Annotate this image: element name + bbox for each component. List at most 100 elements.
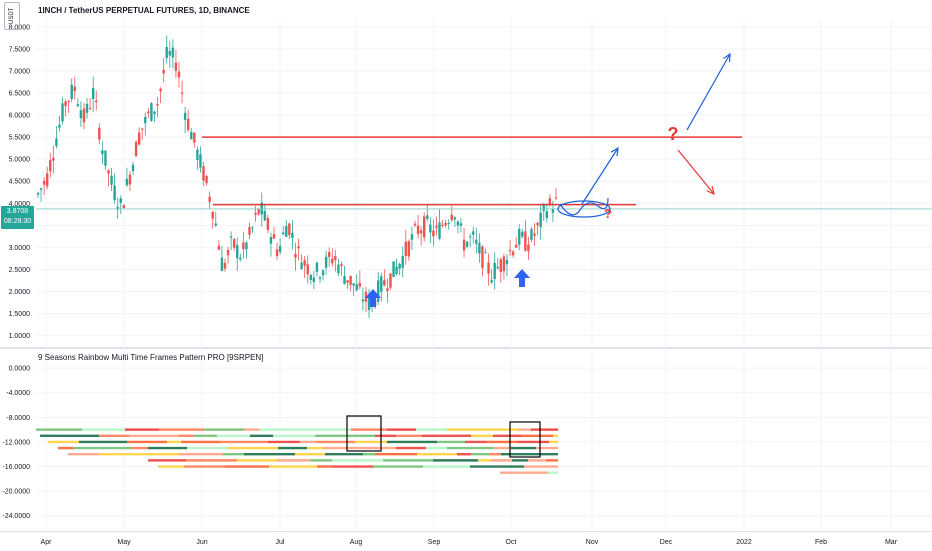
candle-body bbox=[309, 274, 312, 281]
candle-body bbox=[438, 222, 441, 239]
candle-body bbox=[297, 246, 300, 249]
indicator-title: 9 Seasons Rainbow Multi Time Frames Patt… bbox=[38, 353, 264, 362]
candle-body bbox=[484, 252, 487, 254]
candle-body bbox=[300, 262, 303, 269]
candle-body bbox=[239, 257, 242, 260]
candle-body bbox=[416, 225, 420, 234]
blue-up-arrow-icon bbox=[365, 289, 381, 307]
candle-body bbox=[165, 47, 168, 59]
candle-body bbox=[70, 84, 73, 100]
candle-body bbox=[478, 242, 481, 254]
candle-body bbox=[278, 245, 282, 252]
candle-body bbox=[496, 266, 499, 269]
last-price-label: 3.8708 08:28:30 bbox=[1, 206, 34, 229]
candle-body bbox=[426, 215, 429, 219]
candle-body bbox=[331, 258, 334, 264]
candle-body bbox=[337, 264, 340, 274]
candle-body bbox=[398, 263, 401, 269]
candle-body bbox=[530, 229, 533, 240]
candle-body bbox=[36, 193, 40, 195]
candle-body bbox=[527, 244, 530, 252]
chart-title: 1INCH / TetherUS PERPETUAL FUTURES, 1D, … bbox=[38, 6, 250, 15]
candle-body bbox=[487, 262, 490, 274]
candle-body bbox=[468, 236, 472, 238]
candle-body bbox=[306, 264, 309, 275]
candle-body bbox=[453, 217, 457, 220]
candle-body bbox=[61, 103, 64, 122]
projection-arrow-up-long bbox=[686, 53, 731, 131]
candle-body bbox=[180, 92, 184, 94]
candle-body bbox=[533, 233, 536, 236]
blue-up-arrow-icon bbox=[514, 269, 530, 287]
candle-body bbox=[282, 232, 285, 235]
candle-body bbox=[208, 196, 211, 202]
candle-body bbox=[352, 283, 355, 286]
candle-body bbox=[321, 270, 325, 276]
candle-body bbox=[395, 266, 398, 275]
candle-body bbox=[67, 100, 70, 102]
candle-body bbox=[183, 112, 187, 120]
candle-body bbox=[377, 280, 380, 302]
candle-body bbox=[475, 239, 478, 244]
candle-body bbox=[502, 256, 506, 272]
candle-body bbox=[245, 242, 248, 250]
candle-body bbox=[481, 246, 484, 268]
y-tick-label: 2.0000 bbox=[9, 289, 31, 296]
highlight-box bbox=[346, 415, 382, 452]
y-tick-label: -8.0000 bbox=[6, 415, 30, 422]
candle-body bbox=[505, 259, 509, 265]
x-tick-label: Mar bbox=[885, 539, 898, 546]
candle-body bbox=[174, 62, 178, 71]
candle-body bbox=[441, 225, 444, 227]
candle-body bbox=[444, 223, 447, 226]
candle-body bbox=[447, 222, 450, 224]
candle-body bbox=[257, 208, 260, 214]
candle-body bbox=[536, 222, 539, 226]
question-mark-icon: ? bbox=[604, 206, 612, 221]
candle-body bbox=[285, 226, 288, 237]
candle-body bbox=[364, 291, 368, 302]
x-tick-label: Jul bbox=[276, 539, 285, 546]
candle-body bbox=[76, 104, 80, 107]
candle-body bbox=[229, 236, 233, 238]
pane-divider[interactable] bbox=[0, 347, 932, 349]
candle-body bbox=[196, 149, 199, 161]
candle-body bbox=[220, 257, 224, 271]
projection-arrow-up-short-head bbox=[610, 146, 619, 157]
time-axis[interactable] bbox=[0, 531, 932, 551]
candle-body bbox=[45, 173, 49, 187]
bar-countdown: 08:28:30 bbox=[3, 218, 32, 225]
candle-body bbox=[315, 262, 319, 272]
candle-body bbox=[260, 202, 263, 215]
candle-body bbox=[116, 206, 119, 210]
candle-body bbox=[465, 241, 469, 247]
candle-body bbox=[91, 88, 95, 99]
candle-body bbox=[511, 251, 515, 256]
candle-body bbox=[456, 221, 460, 226]
y-tick-label: -16.0000 bbox=[2, 464, 30, 471]
candle-body bbox=[429, 224, 432, 233]
candle-body bbox=[389, 273, 392, 288]
candle-body bbox=[64, 101, 67, 107]
candle-body bbox=[107, 170, 110, 174]
candle-body bbox=[236, 245, 239, 259]
y-tick-label: 7.0000 bbox=[9, 68, 31, 75]
projection-arrow-up-short bbox=[581, 147, 619, 205]
candle-body bbox=[288, 223, 291, 236]
candle-body bbox=[294, 254, 297, 258]
candle-body bbox=[450, 214, 453, 220]
candle-body bbox=[312, 277, 316, 283]
candle-body bbox=[202, 166, 205, 181]
candle-body bbox=[303, 259, 306, 266]
candle-body bbox=[318, 277, 322, 279]
y-tick-label: -4.0000 bbox=[6, 390, 30, 397]
y-tick-label: -24.0000 bbox=[2, 513, 30, 520]
candle-body bbox=[156, 104, 159, 106]
y-tick-label: 3.0000 bbox=[9, 245, 31, 252]
candle-body bbox=[551, 209, 555, 213]
candle-body bbox=[266, 217, 270, 230]
y-tick-label: 8.0000 bbox=[9, 24, 31, 31]
x-tick-label: Jun bbox=[196, 539, 207, 546]
currency-badge[interactable]: USDT bbox=[4, 2, 20, 30]
candle-body bbox=[459, 223, 463, 226]
